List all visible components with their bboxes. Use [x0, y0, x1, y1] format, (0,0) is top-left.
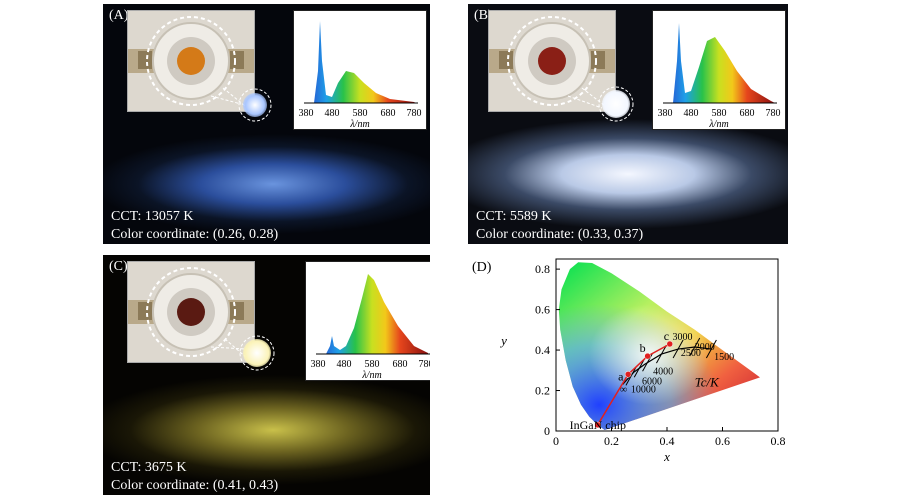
panel-label: (A): [109, 8, 129, 23]
tick-label: 480: [684, 108, 699, 119]
point-label: b: [640, 341, 646, 355]
tick-label: 780: [407, 108, 422, 119]
axis-label: λ/nm: [361, 370, 381, 380]
chip-label: InGaN chip: [570, 418, 626, 432]
photo-panel-a: (A): [103, 4, 430, 244]
led-photo: [127, 10, 255, 112]
iso-cct-line: [625, 367, 637, 386]
y-tick-label: 0.6: [535, 303, 550, 317]
tick-label: 680: [393, 359, 408, 370]
spectrum-plot: 380 480 580 680 780 λ/nm: [299, 21, 422, 129]
led-lens: [538, 47, 566, 75]
led-package-icon: [128, 16, 254, 106]
data-point: [624, 371, 632, 378]
point-label: c: [664, 329, 669, 343]
cct-tick-label: 1500: [714, 352, 734, 363]
x-tick-label: 0.2: [604, 434, 619, 448]
spectrum-plot: 380 480 580 680 780 λ/nm: [311, 274, 431, 380]
cie-plot-area: 00 0.2 0.2 0.4 0.4 0.6 0.6 0.8 0.8 x y 100006000400…: [499, 258, 786, 464]
cie-gamut-white: [558, 262, 760, 430]
tick-label: 380: [299, 108, 314, 119]
data-point: [644, 352, 651, 360]
cct-tick-label: 4000: [653, 366, 673, 377]
iso-cct-line: [633, 359, 645, 378]
y-tick-label: 0: [544, 424, 550, 438]
led-photo: [127, 261, 255, 363]
cct-tick-label: 2000: [695, 342, 715, 353]
tick-label: 480: [325, 108, 340, 119]
cct-text: CCT: 13057 K: [111, 209, 194, 224]
cct-tick-label: 6000: [642, 376, 662, 387]
chip-to-led-line: [596, 343, 671, 426]
color-coordinate-text: Color coordinate: (0.41, 0.43): [111, 478, 279, 493]
data-point: [666, 340, 674, 348]
y-tick-label: 0.8: [535, 262, 550, 276]
tick-label: 680: [740, 108, 755, 119]
photo-panel-b: (B): [468, 4, 788, 244]
glowing-led: [243, 93, 267, 117]
cct-tick-label: 3000: [673, 332, 693, 343]
y-tick-label: 0.4: [535, 343, 550, 357]
axis-label: λ/nm: [708, 119, 728, 129]
iso-cct-line: [672, 339, 684, 359]
glowing-led: [602, 90, 630, 118]
glowing-led: [243, 339, 271, 367]
led-lens: [177, 47, 205, 75]
led-photo: [488, 10, 616, 112]
axis-label: λ/nm: [349, 119, 369, 129]
point-label: a: [618, 369, 624, 383]
tc-label: Tc/K: [695, 374, 720, 389]
led-package-icon: [489, 16, 615, 106]
led-lens: [177, 298, 205, 326]
tick-label: 380: [658, 108, 673, 119]
tick-label: 480: [337, 359, 352, 370]
tick-label: 680: [381, 108, 396, 119]
spectrum-inset: 380 480 580 680 780 λ/nm: [305, 261, 430, 381]
spectrum-inset: 380 480 580 680 780 λ/nm: [293, 10, 427, 130]
color-coordinate-text: Color coordinate: (0.33, 0.37): [476, 227, 644, 242]
cie-diagram-panel: (D) 0 0 0.2 0.2 0.4 0.4 0.6 0.6 0.8 0.8 x y 10000 600…: [468, 255, 788, 495]
cct-text: CCT: 5589 K: [476, 209, 552, 224]
photo-panel-c: (C): [103, 255, 430, 495]
tick-label: 580: [353, 108, 368, 119]
spectrum-plot: 380 480 580 680 780 λ/nm: [658, 23, 781, 129]
tick-label: 580: [365, 359, 380, 370]
tick-label: 780: [419, 359, 431, 370]
tick-label: 580: [712, 108, 727, 119]
iso-cct-line: [705, 339, 717, 359]
x-tick-label: 0: [553, 434, 559, 448]
led-package-icon: [128, 267, 254, 357]
iso-cct-line: [689, 337, 701, 357]
color-coordinate-text: Color coordinate: (0.26, 0.28): [111, 227, 279, 242]
infinity-label: ∞: [620, 385, 627, 396]
tick-label: 780: [766, 108, 781, 119]
iso-cct-line: [656, 344, 667, 364]
data-point: [594, 421, 601, 429]
cct-tick-label: 10000: [631, 385, 656, 396]
spectrum-inset: 380 480 580 680 780 λ/nm: [652, 10, 786, 130]
iso-cct-line: [642, 352, 654, 372]
y-tick-label: 0.2: [535, 384, 550, 398]
x-tick-label: 0.8: [771, 434, 786, 448]
tick-label: 380: [311, 359, 326, 370]
cie-chart: (D) 00 0.2 0.2 0.4 0.4 0.6 0.6 0.8 0.8 x y 10000600…: [472, 258, 786, 464]
x-tick-label: 0.4: [660, 434, 675, 448]
cct-text: CCT: 3675 K: [111, 460, 187, 475]
x-tick-label: 0.6: [715, 434, 730, 448]
x-axis-label: x: [663, 449, 670, 464]
panel-label: (D): [472, 260, 492, 275]
cct-tick-label: 2500: [681, 348, 701, 359]
panel-label: (C): [109, 259, 128, 274]
y-axis-label: y: [499, 333, 507, 348]
